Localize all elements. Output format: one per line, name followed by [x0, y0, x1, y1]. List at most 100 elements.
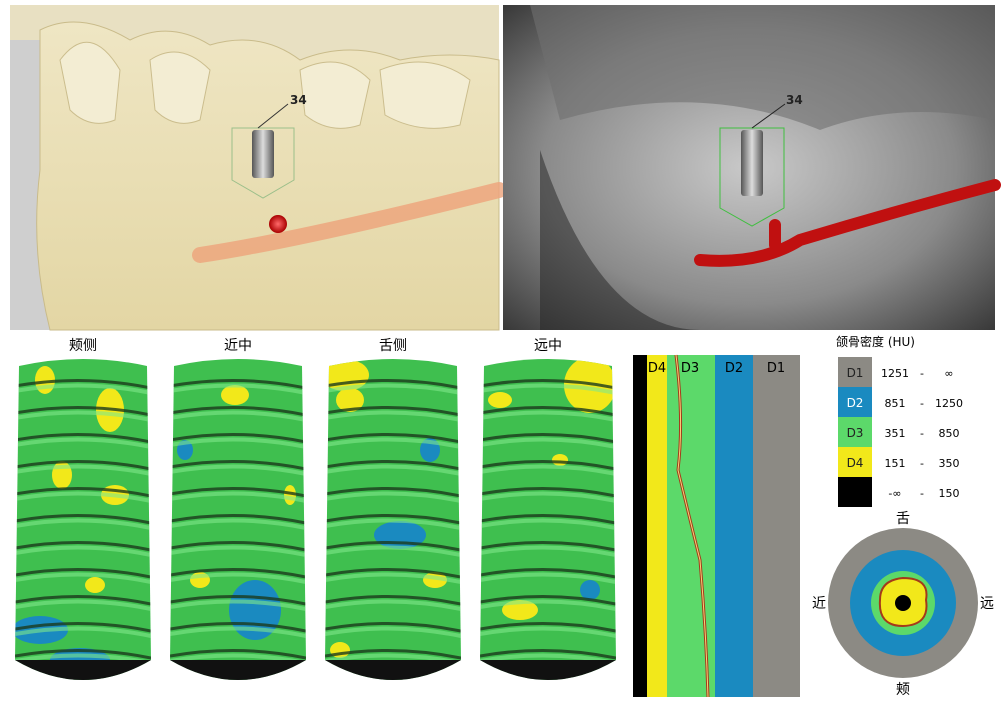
implant-label: 34: [786, 93, 803, 107]
thread-shadow: [480, 568, 616, 579]
thread-highlight: [325, 626, 461, 638]
legend-min: 851: [885, 397, 906, 410]
thread-highlight: [480, 626, 616, 638]
thread-shadow: [170, 568, 306, 579]
view-label: 近中: [224, 338, 252, 354]
thread-shadow: [170, 433, 306, 444]
implant-label: 34: [290, 93, 307, 107]
xray-view: 34: [503, 5, 1001, 330]
legend-min: -∞: [888, 487, 901, 500]
legend-min: 151: [885, 457, 906, 470]
thread-highlight: [15, 437, 151, 449]
thread-highlight: [170, 572, 306, 584]
apex: [480, 660, 616, 680]
thread-highlight: [15, 545, 151, 557]
thread-shadow: [15, 406, 151, 417]
thread-shadow: [325, 541, 461, 552]
thread-highlight: [480, 464, 616, 476]
thread-shadow: [325, 406, 461, 417]
thread-highlight: [325, 599, 461, 611]
thread-highlight: [170, 410, 306, 422]
implant-view: 近中: [170, 338, 306, 680]
thread-shadow: [170, 595, 306, 606]
legend-sep: -: [920, 397, 924, 410]
density-patch: [336, 388, 364, 412]
apex: [325, 660, 461, 680]
thread-highlight: [480, 410, 616, 422]
density-patch: [221, 385, 249, 405]
legend-sep: -: [920, 487, 924, 500]
implant-view: 舌侧: [325, 338, 461, 680]
view-label: 远中: [534, 338, 562, 354]
legend-max: 850: [939, 427, 960, 440]
thread-shadow: [325, 622, 461, 633]
thread-shadow: [480, 514, 616, 525]
thread-shadow: [15, 514, 151, 525]
thread-shadow: [480, 460, 616, 471]
thread-shadow: [15, 379, 151, 390]
thread-shadow: [325, 460, 461, 471]
legend-max: ∞: [944, 367, 953, 380]
thread-highlight: [170, 491, 306, 503]
density-profile: D4 D3 D2 D1: [633, 354, 800, 698]
legend-min: 1251: [881, 367, 909, 380]
thread-highlight: [170, 626, 306, 638]
thread-highlight: [480, 599, 616, 611]
thread-highlight: [480, 572, 616, 584]
orientation-label: 远: [980, 596, 994, 612]
implant-body: [325, 359, 461, 680]
thread-shadow: [170, 541, 306, 552]
thread-highlight: [480, 545, 616, 557]
thread-shadow: [170, 622, 306, 633]
thread-highlight: [15, 383, 151, 395]
thread-shadow: [480, 541, 616, 552]
thread-highlight: [15, 410, 151, 422]
thread-shadow: [480, 379, 616, 390]
legend-title: 颌骨密度 (HU): [836, 334, 915, 349]
thread-shadow: [325, 433, 461, 444]
legend-swatch: [838, 387, 872, 417]
thread-shadow: [170, 406, 306, 417]
orientation-label: 颊: [896, 682, 910, 698]
thread-highlight: [480, 491, 616, 503]
legend-class: D1: [847, 366, 864, 380]
thread-highlight: [325, 410, 461, 422]
thread-shadow: [325, 487, 461, 498]
thread-shadow: [325, 595, 461, 606]
legend-sep: -: [920, 427, 924, 440]
thread-shadow: [15, 622, 151, 633]
density-patch: [488, 392, 512, 408]
thread-highlight: [15, 491, 151, 503]
legend-max: 1250: [935, 397, 963, 410]
implant-view: 颊侧: [15, 338, 151, 680]
thread-shadow: [170, 379, 306, 390]
thread-shadow: [170, 460, 306, 471]
thread-highlight: [325, 491, 461, 503]
thread-shadow: [480, 406, 616, 417]
thread-shadow: [15, 595, 151, 606]
thread-shadow: [480, 487, 616, 498]
thread-highlight: [325, 464, 461, 476]
thread-highlight: [170, 383, 306, 395]
implant-view: 远中: [480, 338, 616, 680]
apex: [15, 660, 151, 680]
thread-highlight: [15, 599, 151, 611]
legend-sep: -: [920, 367, 924, 380]
thread-shadow: [170, 649, 306, 660]
implant-body: [170, 359, 306, 680]
orientation-diagram: 舌 近 远 颊: [812, 511, 994, 698]
view-label: 颊侧: [69, 338, 97, 354]
thread-highlight: [325, 383, 461, 395]
legend-swatch: [838, 357, 872, 387]
legend-max: 150: [939, 487, 960, 500]
legend-class: D4: [847, 456, 864, 470]
thread-highlight: [15, 464, 151, 476]
3d-view: 34: [10, 5, 507, 331]
thread-shadow: [325, 379, 461, 390]
legend-max: 350: [939, 457, 960, 470]
legend-swatch: [838, 417, 872, 447]
thread-highlight: [480, 437, 616, 449]
legend-min: 351: [885, 427, 906, 440]
